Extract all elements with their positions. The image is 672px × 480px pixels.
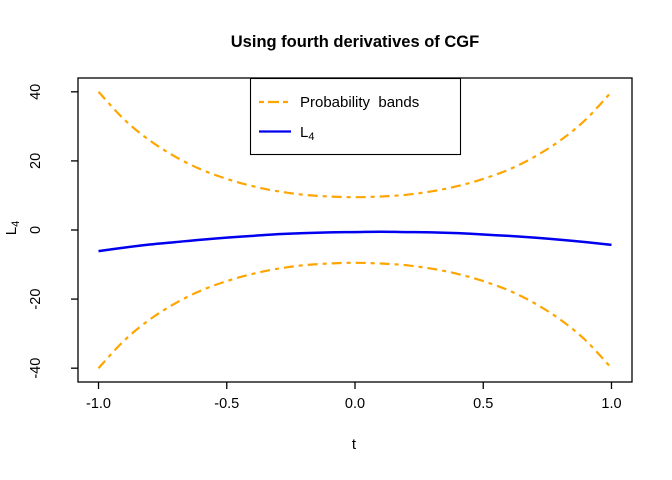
y-tick-label: -40 [28,358,44,379]
x-tick-label: -0.5 [214,396,239,412]
legend-box [249,77,462,156]
chart-title: Using fourth derivatives of CGF [231,33,479,51]
x-tick-label: 1.0 [601,396,621,412]
series-layer [97,91,613,369]
legend-label-l4-main: L [300,124,308,141]
x-tick-label: 0.0 [345,396,365,412]
y-axis-label-subscript: 4 [10,221,22,227]
y-axis-label-main: L [3,227,20,235]
y-tick-label: 0 [28,226,44,234]
axes-layer: -1.0 -0.5 0.0 0.5 1.0 -40 -20 0 20 40 [28,77,633,412]
y-tick-label: -20 [28,289,44,310]
series-upper-probability-band [97,91,613,199]
y-tick-label: 40 [28,84,44,100]
x-tick-label: -1.0 [86,396,111,412]
series-lower-probability-band [97,261,613,369]
x-axis-label: t [352,436,357,453]
y-tick-label: 20 [28,153,44,169]
y-axis-label: L4 [3,221,22,235]
x-tick-label: 0.5 [473,396,493,412]
legend-label-probability-bands: Probability bands [300,94,419,111]
legend-label-l4-subscript: 4 [308,131,314,143]
legend-shapes-layer [249,77,462,156]
series-L4 [98,230,612,253]
legend-label-l4: L4 [300,124,314,143]
